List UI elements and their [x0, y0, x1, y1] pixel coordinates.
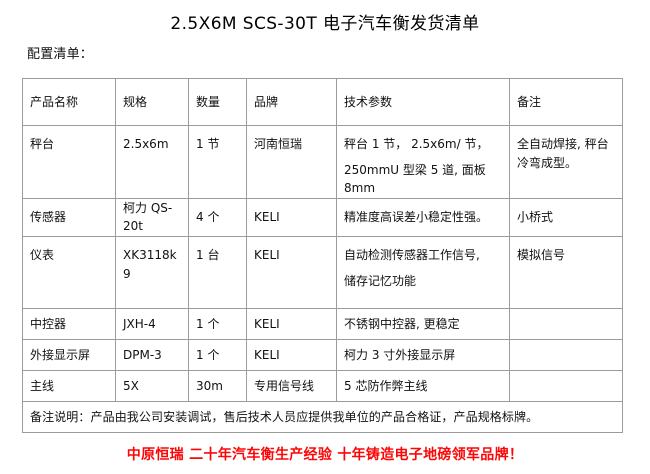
- cell-quantity: 1 个: [188, 307, 247, 340]
- cell-parameters: 5 芯防作弊主线: [336, 369, 510, 402]
- parameter-line: 自动检测传感器工作信号,: [344, 247, 480, 262]
- table-row: 仪表 XK3118k9 1 台 KELI 自动检测传感器工作信号, 储存记忆功能…: [22, 235, 623, 309]
- table-footnote-row: 备注说明：产品由我公司安装调试，售后技术人员应提供我单位的产品合格证，产品规格标…: [22, 400, 623, 433]
- cell-note: [509, 307, 623, 340]
- cell-brand: 专用信号线: [246, 369, 337, 402]
- cell-note: 模拟信号: [509, 235, 623, 309]
- parameter-line: 250mmU 型梁 5 道, 面板 8mm: [344, 162, 486, 196]
- cell-spec: 2.5x6m: [115, 125, 189, 199]
- header-cell-quantity: 数量: [188, 78, 247, 126]
- cell-parameters: 柯力 3 寸外接显示屏: [336, 338, 510, 371]
- config-list-label: 配置清单：: [27, 47, 94, 62]
- header-cell-parameters: 技术参数: [336, 78, 510, 126]
- header-cell-product-name: 产品名称: [22, 78, 116, 126]
- cell-product-name: 传感器: [22, 197, 116, 237]
- cell-parameters: 秤台 1 节， 2.5x6m/ 节， 250mmU 型梁 5 道, 面板 8mm: [336, 125, 510, 199]
- cell-product-name: 外接显示屏: [22, 338, 116, 371]
- cell-product-name: 仪表: [22, 235, 116, 309]
- cell-spec: XK3118k9: [115, 235, 189, 309]
- cell-quantity: 4 个: [188, 197, 247, 237]
- table-row: 外接显示屏 DPM-3 1 个 KELI 柯力 3 寸外接显示屏: [22, 338, 623, 371]
- cell-note: [509, 369, 623, 402]
- cell-quantity: 1 台: [188, 235, 247, 309]
- table-header-row: 产品名称 规格 数量 品牌 技术参数 备注: [22, 78, 623, 126]
- cell-brand: KELI: [246, 235, 337, 309]
- page-title: 2.5X6M SCS-30T 电子汽车衡发货清单: [170, 14, 480, 34]
- header-cell-note: 备注: [509, 78, 623, 126]
- table-row: 中控器 JXH-4 1 个 KELI 不锈钢中控器, 更稳定: [22, 307, 623, 340]
- cell-quantity: 1 个: [188, 338, 247, 371]
- cell-note: 全自动焊接, 秤台冷弯成型。: [509, 125, 623, 199]
- cell-brand: KELI: [246, 307, 337, 340]
- cell-brand: KELI: [246, 197, 337, 237]
- cell-quantity: 30m: [188, 369, 247, 402]
- parameter-line: 秤台 1 节， 2.5x6m/ 节，: [344, 137, 489, 151]
- cell-parameters: 不锈钢中控器, 更稳定: [336, 307, 510, 340]
- header-cell-spec: 规格: [115, 78, 189, 126]
- company-slogan: 中原恒瑞 二十年汽车衡生产经验 十年铸造电子地磅领军品牌！: [126, 447, 524, 463]
- cell-product-name: 中控器: [22, 307, 116, 340]
- table-row: 传感器 柯力 QS-20t 4 个 KELI 精准度高误差小稳定性强。 小桥式: [22, 197, 623, 237]
- cell-quantity: 1 节: [188, 125, 247, 199]
- cell-note: [509, 338, 623, 371]
- cell-spec: DPM-3: [115, 338, 189, 371]
- specification-table: 产品名称 规格 数量 品牌 技术参数 备注 秤台 2.5x6m 1 节 河南恒瑞…: [22, 78, 623, 433]
- cell-parameters: 精准度高误差小稳定性强。: [336, 197, 510, 237]
- table-row: 主线 5X 30m 专用信号线 5 芯防作弊主线: [22, 369, 623, 402]
- cell-spec: 5X: [115, 369, 189, 402]
- cell-note: 小桥式: [509, 197, 623, 237]
- cell-product-name: 主线: [22, 369, 116, 402]
- cell-brand: 河南恒瑞: [246, 125, 337, 199]
- cell-brand: KELI: [246, 338, 337, 371]
- cell-spec: 柯力 QS-20t: [115, 197, 189, 237]
- cell-spec: JXH-4: [115, 307, 189, 340]
- header-cell-brand: 品牌: [246, 78, 337, 126]
- cell-product-name: 秤台: [22, 125, 116, 199]
- table-footnote: 备注说明：产品由我公司安装调试，售后技术人员应提供我单位的产品合格证，产品规格标…: [22, 400, 623, 433]
- cell-parameters: 自动检测传感器工作信号, 储存记忆功能: [336, 235, 510, 309]
- parameter-line: 储存记忆功能: [344, 273, 417, 288]
- table-row: 秤台 2.5x6m 1 节 河南恒瑞 秤台 1 节， 2.5x6m/ 节， 25…: [22, 125, 623, 199]
